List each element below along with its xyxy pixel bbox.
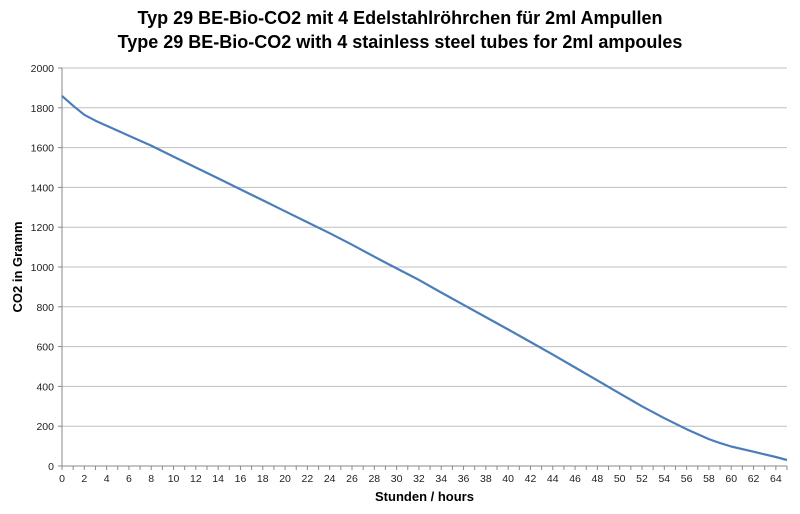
x-tick-label: 32 [413,473,425,485]
x-tick-label: 20 [279,473,291,485]
x-tick-label: 28 [368,473,380,485]
x-tick-label: 8 [148,473,154,485]
y-tick-label: 400 [36,381,54,393]
x-tick-label: 42 [525,473,537,485]
x-tick-label: 6 [126,473,132,485]
x-axis-label: Stunden / hours [375,489,474,504]
y-tick-label: 200 [36,421,54,433]
y-tick-label: 1000 [31,262,55,274]
x-tick-label: 60 [725,473,737,485]
x-tick-label: 38 [480,473,492,485]
y-tick-label: 0 [48,461,54,473]
chart-title: Typ 29 BE-Bio-CO2 mit 4 Edelstahlröhrche… [137,8,663,28]
x-tick-label: 46 [569,473,581,485]
x-tick-label: 12 [190,473,202,485]
y-axis-label: CO2 in Gramm [10,221,25,312]
y-axis-ticks: 0 200 400 600 800 1000 1200 1400 1600 1800 2000 [31,63,62,473]
x-tick-label: 18 [257,473,269,485]
x-tick-label: 58 [703,473,715,485]
x-tick-label: 36 [458,473,470,485]
series-group [61,95,788,462]
x-tick-label: 40 [502,473,514,485]
x-tick-label: 64 [770,473,782,485]
x-tick-label: 0 [59,473,65,485]
chart-title-block: Typ 29 BE-Bio-CO2 mit 4 Edelstahlröhrche… [0,6,800,54]
x-tick-label: 34 [435,473,447,485]
x-tick-label: 2 [81,473,87,485]
y-tick-label: 1800 [31,103,55,115]
x-tick-label: 24 [324,473,336,485]
y-tick-label: 1200 [31,222,55,234]
x-axis-ticks: 0 2 4 6 8 10 12 14 16 18 20 22 24 26 28 30 32 34 36 38 40 42 4… [59,466,788,485]
y-tick-label: 600 [36,342,54,354]
series-line [61,95,788,462]
y-tick-label: 1600 [31,143,55,155]
gridlines [62,67,787,467]
x-tick-label: 52 [636,473,648,485]
x-tick-label: 4 [104,473,110,485]
x-tick-label: 50 [614,473,626,485]
y-tick-label: 800 [36,302,54,314]
x-tick-label: 14 [212,473,224,485]
chart-subtitle: Type 29 BE-Bio-CO2 with 4 stainless stee… [117,32,683,52]
x-tick-label: 62 [748,473,760,485]
x-tick-label: 10 [168,473,180,485]
x-tick-label: 48 [592,473,604,485]
x-tick-label: 16 [235,473,247,485]
x-tick-label: 56 [681,473,693,485]
y-tick-label: 2000 [31,63,55,75]
x-tick-label: 54 [658,473,670,485]
y-tick-label: 1400 [31,182,55,194]
x-tick-label: 22 [302,473,314,485]
x-tick-label: 30 [391,473,403,485]
x-tick-label: 44 [547,473,559,485]
x-tick-label: 26 [346,473,358,485]
